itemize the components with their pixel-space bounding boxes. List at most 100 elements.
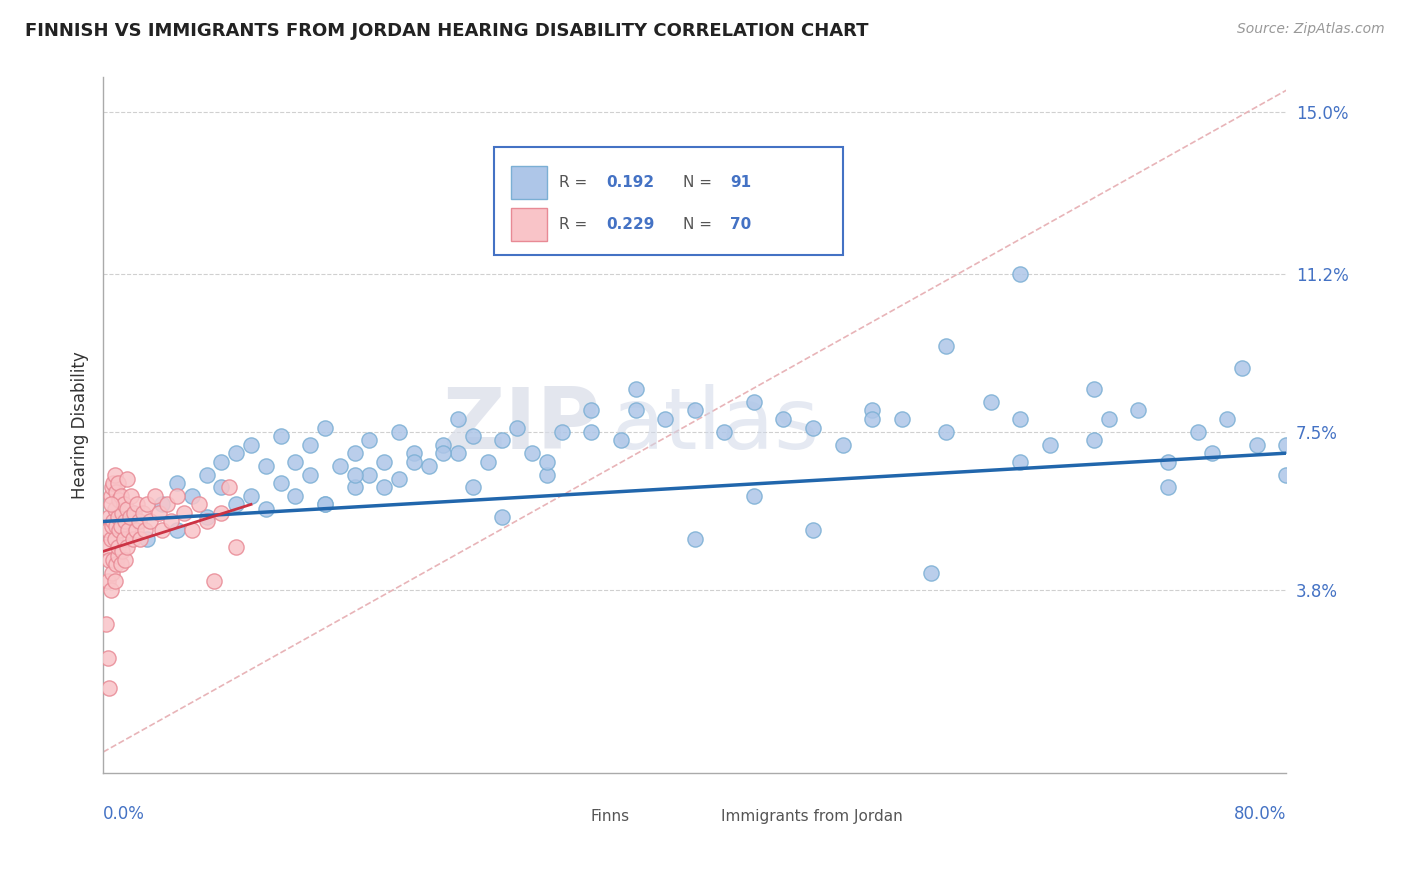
Text: 0.192: 0.192 [606, 175, 654, 190]
Text: R =: R = [558, 175, 592, 190]
Point [148, 506, 170, 520]
Point [129, 532, 152, 546]
Point [166, 476, 188, 491]
Point [100, 582, 122, 597]
Point [1098, 412, 1121, 426]
Point [624, 403, 647, 417]
Point [128, 515, 150, 529]
FancyBboxPatch shape [512, 208, 547, 241]
Point [980, 395, 1002, 409]
Point [860, 403, 883, 417]
Point [127, 497, 149, 511]
Point [373, 480, 395, 494]
Point [624, 382, 647, 396]
Point [180, 489, 202, 503]
Point [240, 437, 263, 451]
Point [536, 455, 558, 469]
Point [536, 467, 558, 482]
Point [801, 523, 824, 537]
Point [610, 434, 633, 448]
Point [225, 497, 247, 511]
Point [139, 515, 162, 529]
Point [343, 446, 366, 460]
Point [105, 557, 128, 571]
Point [97, 574, 120, 589]
Point [254, 501, 277, 516]
Point [461, 429, 484, 443]
Point [831, 437, 853, 451]
Point [218, 480, 240, 494]
Point [329, 458, 352, 473]
Point [98, 681, 121, 695]
Y-axis label: Hearing Disability: Hearing Disability [72, 351, 89, 500]
Point [98, 510, 121, 524]
Point [1275, 467, 1298, 482]
Text: 0.229: 0.229 [606, 217, 654, 232]
Point [202, 574, 225, 589]
Point [107, 549, 129, 563]
Point [418, 458, 440, 473]
Text: Finns: Finns [591, 809, 630, 824]
Point [477, 455, 499, 469]
Point [270, 429, 292, 443]
Text: Source: ZipAtlas.com: Source: ZipAtlas.com [1237, 22, 1385, 37]
Point [1083, 434, 1105, 448]
Point [254, 458, 277, 473]
Text: ZIP: ZIP [443, 384, 600, 467]
Point [100, 489, 122, 503]
Point [211, 506, 233, 520]
Point [103, 476, 125, 491]
Point [134, 523, 156, 537]
Point [105, 484, 128, 499]
Point [111, 544, 134, 558]
Point [110, 489, 132, 503]
Point [105, 518, 128, 533]
Point [388, 425, 411, 439]
Point [118, 510, 141, 524]
Point [314, 420, 336, 434]
Point [195, 515, 218, 529]
Point [402, 446, 425, 460]
Point [359, 467, 381, 482]
Point [402, 455, 425, 469]
Point [115, 540, 138, 554]
Point [890, 412, 912, 426]
Point [101, 518, 124, 533]
Point [166, 523, 188, 537]
Point [491, 434, 513, 448]
Point [195, 510, 218, 524]
Text: R =: R = [558, 217, 592, 232]
Point [1157, 480, 1180, 494]
Point [299, 467, 322, 482]
Text: atlas: atlas [612, 384, 820, 467]
Text: 91: 91 [730, 175, 751, 190]
Point [935, 339, 957, 353]
Text: N =: N = [683, 217, 717, 232]
Point [112, 497, 135, 511]
Text: 70: 70 [730, 217, 751, 232]
Text: 0.0%: 0.0% [103, 805, 145, 822]
Point [100, 532, 122, 546]
Point [115, 472, 138, 486]
Point [683, 532, 706, 546]
Point [270, 476, 292, 491]
Point [683, 403, 706, 417]
Point [1039, 437, 1062, 451]
Point [284, 489, 307, 503]
Point [506, 420, 529, 434]
Point [103, 515, 125, 529]
Point [132, 506, 155, 520]
FancyBboxPatch shape [494, 147, 842, 255]
FancyBboxPatch shape [683, 806, 713, 827]
Point [101, 480, 124, 494]
Point [314, 497, 336, 511]
Point [520, 446, 543, 460]
Point [1010, 412, 1032, 426]
Point [284, 455, 307, 469]
Point [373, 455, 395, 469]
Point [112, 532, 135, 546]
Point [1128, 403, 1150, 417]
Point [150, 497, 173, 511]
Point [461, 480, 484, 494]
Point [1187, 425, 1209, 439]
